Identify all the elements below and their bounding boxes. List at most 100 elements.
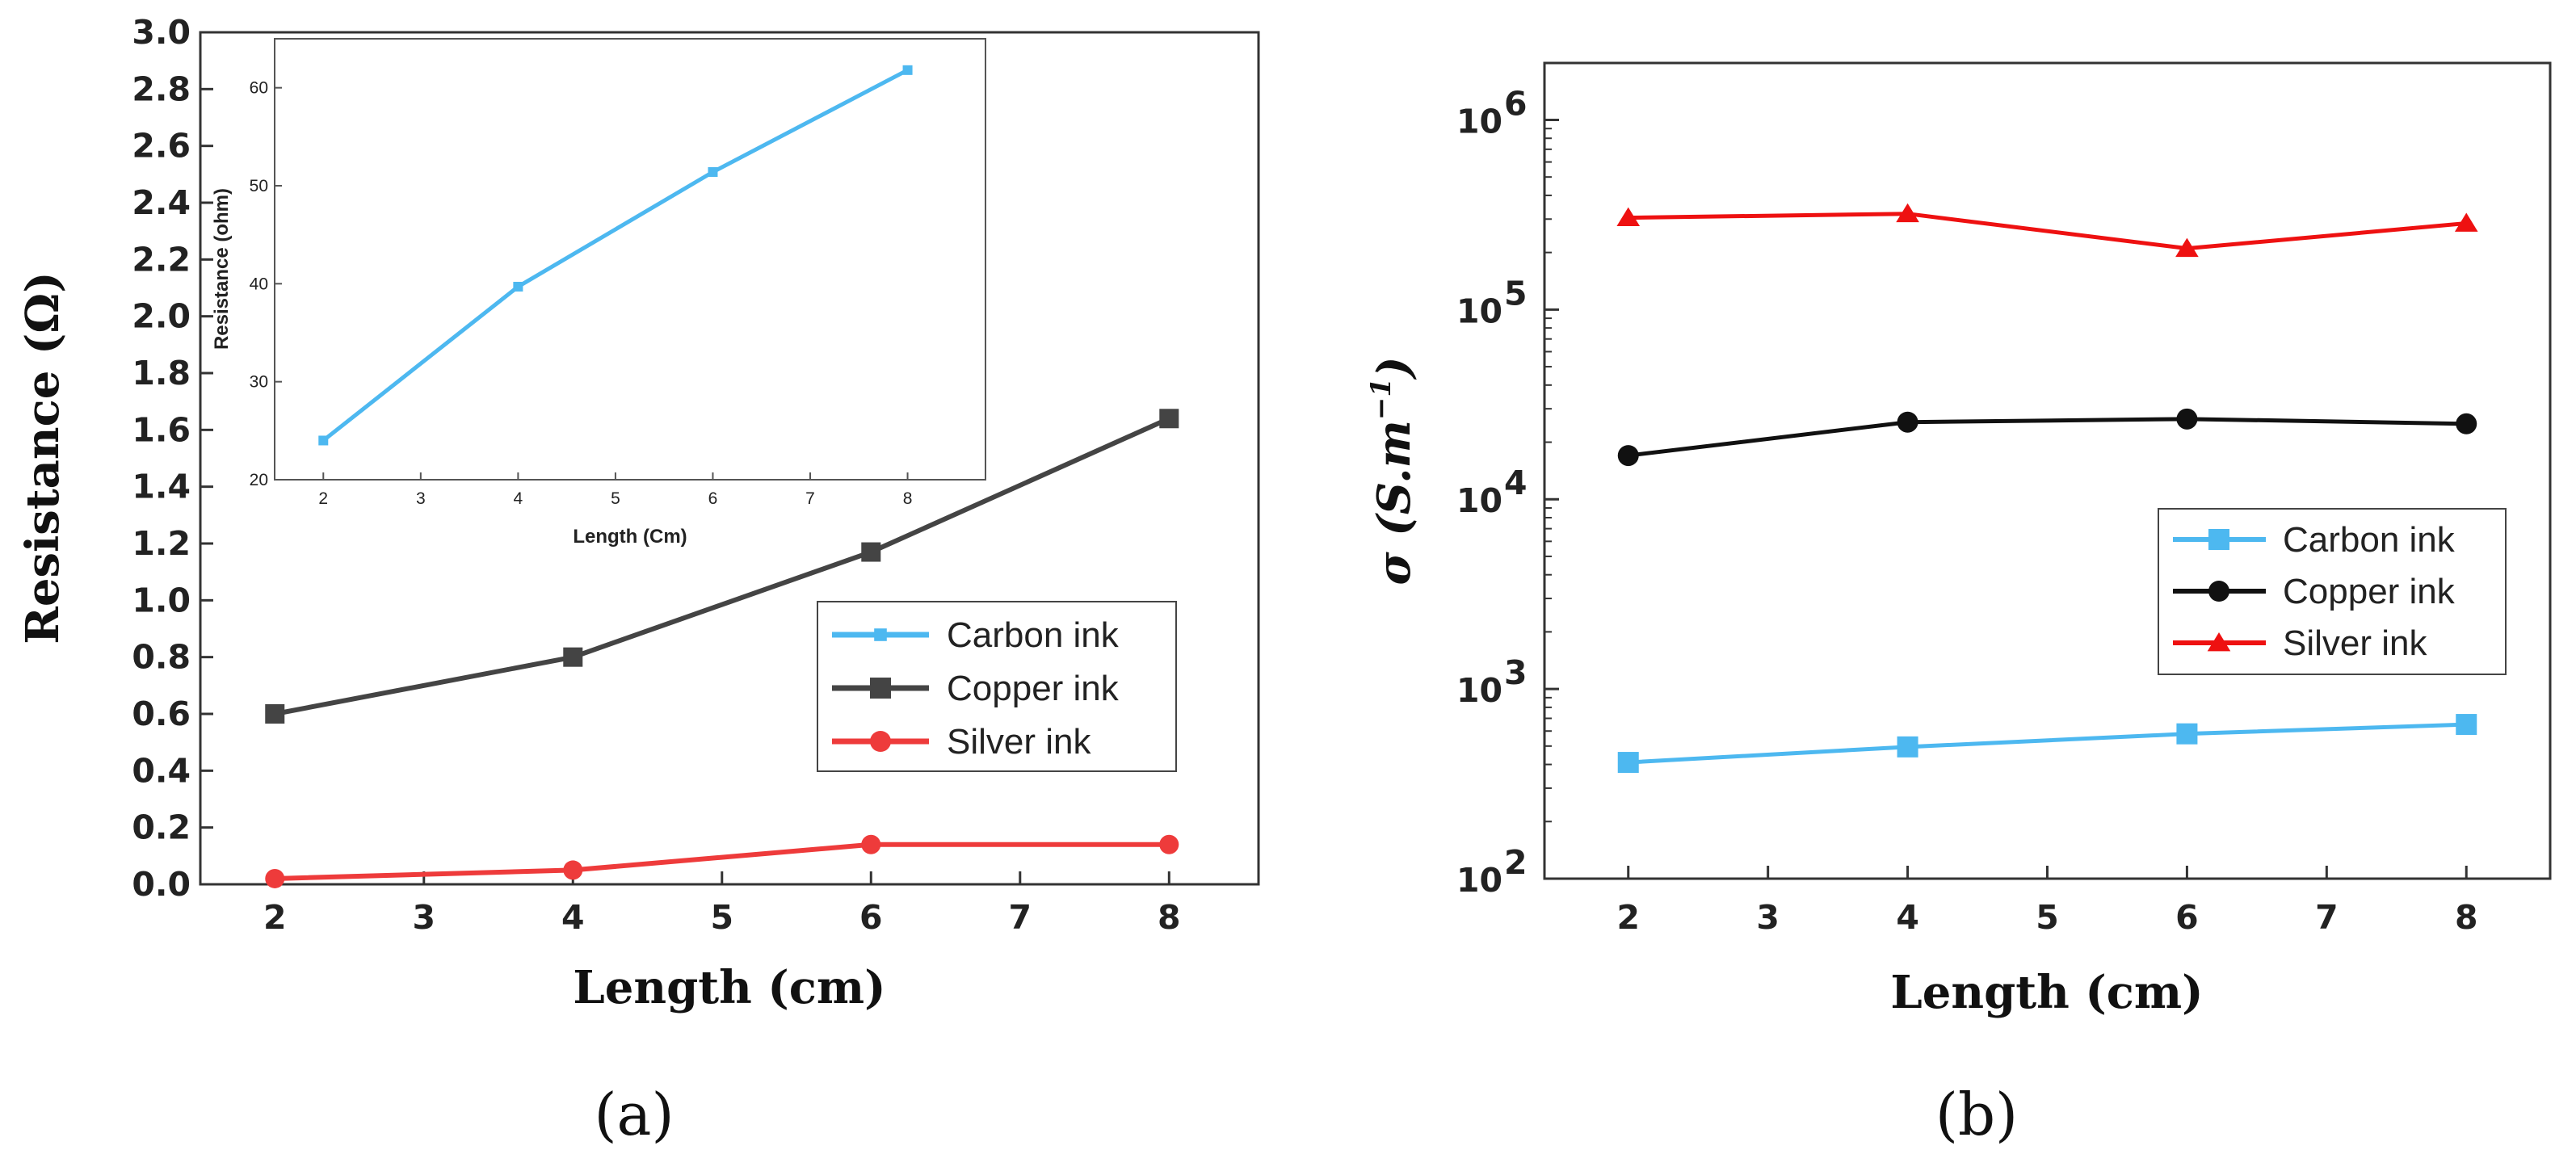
panel-a-plot-frame <box>199 31 1260 886</box>
carbon-ink-legend-marker <box>874 628 887 641</box>
silver-ink-point <box>563 860 583 880</box>
inset-y-axis-label: Resistance (ohm) <box>211 188 233 350</box>
carbon-ink-legend-label: Carbon ink <box>2283 520 2456 560</box>
y-tick-label: 1.8 <box>132 354 191 392</box>
panel-b-legend-entries: Carbon ink Copper ink Silver ink <box>2173 520 2456 663</box>
copper-ink-point <box>1617 445 1639 467</box>
silver-ink-point <box>265 868 285 888</box>
y-tick-label: 2.4 <box>132 183 191 222</box>
silver-ink-legend-label: Silver ink <box>947 722 1091 762</box>
x-tick-label: 6 <box>2175 898 2199 937</box>
inset-series <box>318 65 913 446</box>
x-tick-label: 8 <box>2455 898 2478 937</box>
panel-b-y-label-close: ) <box>1368 356 1421 380</box>
panel-b-label: (b) <box>1935 1081 2018 1148</box>
panel-a-inset: 20 30 40 50 60 2 3 4 5 6 7 8 Resistance (ohm) Leng… <box>211 38 986 548</box>
y-tick-exponent: 5 <box>1504 274 1528 313</box>
inset-x-tick-label: 8 <box>903 489 913 508</box>
inset-x-axis: 2 3 4 5 6 7 8 <box>318 472 912 508</box>
x-tick-label: 4 <box>1896 898 1919 937</box>
silver-ink-point <box>1896 203 1919 223</box>
y-tick-label: 2.8 <box>132 69 191 108</box>
inset-y-tick-label: 20 <box>250 471 268 489</box>
copper-ink-legend-label: Copper ink <box>2283 572 2456 611</box>
panel-b-y-label-exp: −1 <box>1365 378 1397 420</box>
inset-carbon-ink-point <box>708 167 718 178</box>
panel-b-legend: Carbon ink Copper ink Silver ink <box>2158 508 2507 675</box>
x-tick-label: 6 <box>859 898 883 937</box>
silver-ink-point <box>2454 212 2478 232</box>
inset-carbon-ink-point <box>513 281 523 292</box>
copper-ink-point <box>1897 411 1918 433</box>
panel-b-plot-frame <box>1543 61 2552 880</box>
y-tick-label: 10 <box>1456 102 1502 141</box>
y-tick-label: 0.2 <box>132 808 191 847</box>
carbon-ink-point <box>1617 752 1639 774</box>
panel-a-label: (a) <box>594 1081 674 1148</box>
inset-x-tick-label: 4 <box>514 489 523 508</box>
copper-ink-point <box>861 542 881 562</box>
x-tick-label: 5 <box>2036 898 2059 937</box>
copper-ink-point <box>265 704 285 724</box>
panel-b-y-label-main: σ (S.m <box>1368 420 1421 585</box>
x-tick-label: 2 <box>263 898 287 937</box>
panel-a-x-axis: 2 3 4 5 6 7 8 <box>263 871 1181 937</box>
panel-b-x-axis: 2 3 4 5 6 7 8 <box>1616 866 2478 937</box>
inset-y-tick-label: 40 <box>250 275 268 293</box>
y-tick-label: 2.0 <box>132 297 191 336</box>
y-tick-label: 10 <box>1456 481 1502 520</box>
copper-ink-point <box>563 647 583 667</box>
y-tick-label: 0.0 <box>132 865 191 904</box>
x-tick-label: 3 <box>412 898 435 937</box>
copper-ink-legend-label: Copper ink <box>947 669 1120 708</box>
y-tick-label: 1.4 <box>132 468 191 506</box>
y-tick-label: 0.8 <box>132 638 191 677</box>
silver-ink-line <box>275 842 1170 881</box>
copper-ink-line <box>274 416 1170 716</box>
y-tick-label: 1.2 <box>132 524 191 563</box>
inset-y-tick-label: 60 <box>250 79 268 98</box>
panel-a-legend-entries: Carbon ink Copper ink Silver ink <box>832 615 1120 762</box>
inset-y-axis: 20 30 40 50 60 <box>250 79 282 489</box>
y-tick-label: 10 <box>1456 671 1502 710</box>
copper-ink-point <box>1159 409 1179 429</box>
y-tick-label: 2.2 <box>132 240 191 279</box>
silver-ink-legend-marker <box>870 731 891 752</box>
inset-y-tick-label: 30 <box>250 373 268 392</box>
y-tick-label: 3.0 <box>132 13 191 52</box>
x-tick-label: 7 <box>2315 898 2339 937</box>
y-tick-label: 1.0 <box>132 581 191 619</box>
inset-x-tick-label: 2 <box>318 489 328 508</box>
panel-b-x-axis-label: Length (cm) <box>1890 966 2203 1019</box>
x-tick-label: 2 <box>1616 898 1640 937</box>
carbon-ink-point <box>2176 723 2198 745</box>
silver-ink-legend-marker <box>2207 632 2231 652</box>
y-tick-label: 2.6 <box>132 127 191 166</box>
panel-a-x-axis-label: Length (cm) <box>573 961 885 1014</box>
silver-ink-point <box>861 834 881 854</box>
x-tick-label: 3 <box>1756 898 1780 937</box>
panel-a-series <box>265 409 1179 888</box>
inset-carbon-ink-point <box>318 435 329 446</box>
panel-b-series <box>1616 203 2478 774</box>
inset-x-tick-label: 3 <box>416 489 426 508</box>
inset-carbon-ink-point <box>902 65 913 75</box>
copper-ink-point <box>2456 413 2477 434</box>
y-tick-exponent: 3 <box>1504 653 1528 692</box>
carbon-ink-point <box>2456 714 2477 736</box>
y-tick-label: 0.4 <box>132 751 191 790</box>
silver-ink-point <box>2175 237 2199 258</box>
y-tick-exponent: 2 <box>1504 843 1528 882</box>
panel-a-y-axis-label: Resistance (Ω) <box>16 271 69 644</box>
copper-ink-legend-marker <box>2208 581 2229 602</box>
panel-a-y-axis: 0.0 0.2 0.4 0.6 0.8 1.0 1.2 1.4 1.6 1.8 2.0 2.2 2.4 2… <box>132 13 213 904</box>
inset-x-tick-label: 6 <box>708 489 718 508</box>
carbon-ink-legend-marker <box>2208 529 2229 550</box>
silver-ink-legend-label: Silver ink <box>2283 623 2427 663</box>
panel-a: 0.0 0.2 0.4 0.6 0.8 1.0 1.2 1.4 1.6 1.8 2.0 2.2 2.4 2… <box>16 13 1260 1148</box>
inset-carbon-ink-line <box>321 68 909 443</box>
y-tick-exponent: 6 <box>1504 84 1528 123</box>
x-tick-label: 7 <box>1009 898 1032 937</box>
